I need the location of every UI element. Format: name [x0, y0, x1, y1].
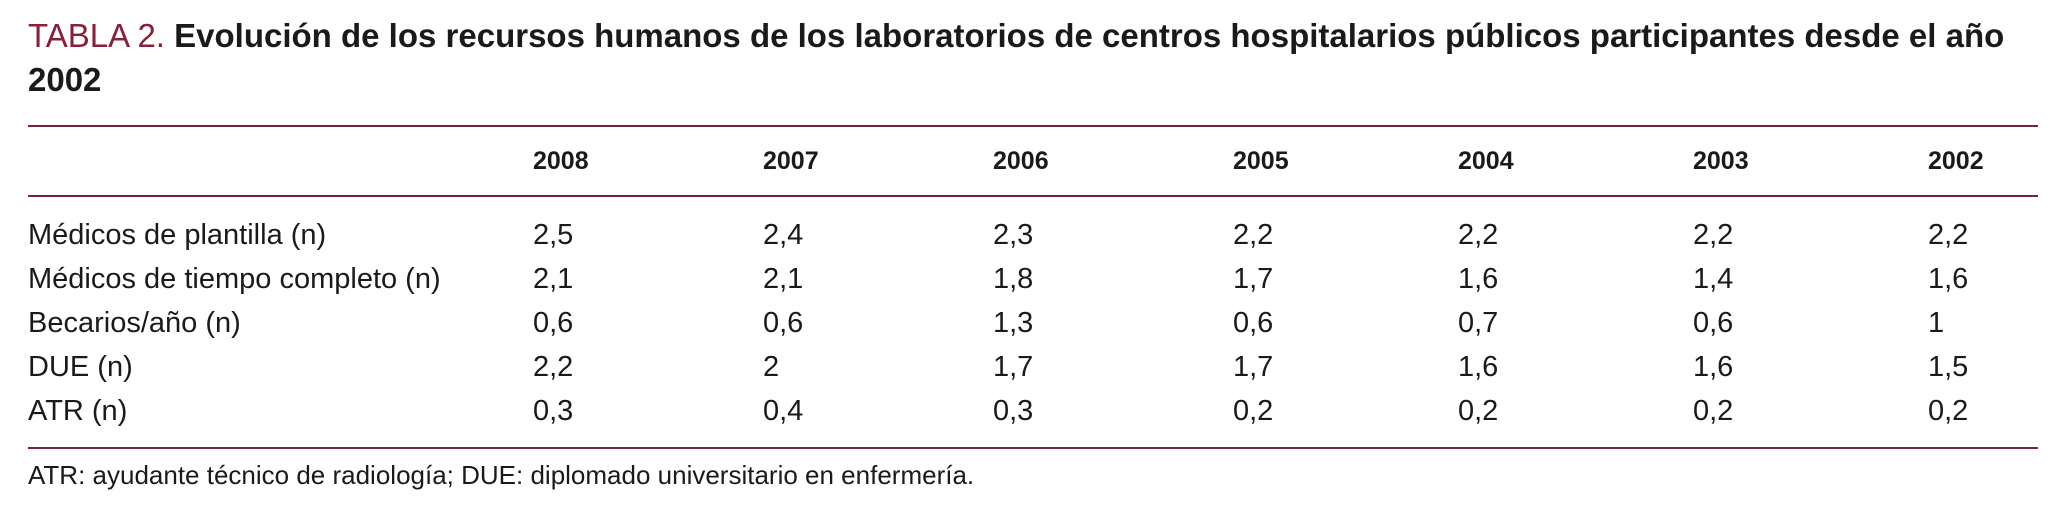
table-caption: Evolución de los recursos humanos de los… — [28, 17, 2005, 98]
top-rule — [28, 125, 2038, 127]
row-label: Médicos de tiempo completo (n) — [28, 262, 441, 295]
table-footnote: ATR: ayudante técnico de radiología; DUE… — [28, 460, 975, 490]
spacer-row — [28, 195, 2038, 213]
table-cell: 0,2 — [1693, 394, 1734, 427]
row-label: Médicos de plantilla (n) — [28, 218, 327, 251]
table-cell: 2,2 — [1458, 218, 1499, 251]
table-row: DUE (n) 2,2 2 1,7 1,7 1,6 1,6 1,5 — [28, 345, 2038, 389]
table-row: Médicos de plantilla (n) 2,5 2,4 2,3 2,2… — [28, 213, 2038, 257]
header-year: 2004 — [1458, 146, 1514, 175]
header-year: 2008 — [533, 146, 589, 175]
header-row: 2008 2007 2006 2005 2004 2003 2002 — [28, 127, 2038, 195]
table-cell: 1,6 — [1458, 350, 1499, 383]
header-year: 2007 — [763, 146, 819, 175]
table-cell: 0,2 — [1458, 394, 1499, 427]
table-cell: 2,1 — [533, 262, 574, 295]
header-year: 2005 — [1233, 146, 1289, 175]
table-cell: 2,4 — [763, 218, 804, 251]
bottom-rule — [28, 447, 2038, 449]
table-cell: 1,5 — [1928, 350, 1969, 383]
table-cell: 1,3 — [993, 306, 1034, 339]
table-cell: 1,8 — [993, 262, 1034, 295]
table-cell: 0,2 — [1233, 394, 1274, 427]
header-year: 2003 — [1693, 146, 1749, 175]
row-label: Becarios/año (n) — [28, 306, 241, 339]
table-number: TABLA 2. — [28, 17, 165, 54]
header-label-cell — [28, 127, 533, 195]
table-cell: 0,3 — [533, 394, 574, 427]
table-cell: 1,6 — [1928, 262, 1969, 295]
table-cell: 2,2 — [1928, 218, 1969, 251]
table-cell: 1 — [1928, 306, 1945, 339]
table-cell: 2,2 — [1693, 218, 1734, 251]
table-cell: 1,7 — [1233, 350, 1274, 383]
table-cell: 0,4 — [763, 394, 804, 427]
table-cell: 2,2 — [533, 350, 574, 383]
table-cell: 2,2 — [1233, 218, 1274, 251]
table-cell: 1,6 — [1693, 350, 1734, 383]
table-cell: 0,6 — [763, 306, 804, 339]
table-cell: 1,7 — [1233, 262, 1274, 295]
header-year: 2006 — [993, 146, 1049, 175]
header-year: 2002 — [1928, 146, 1984, 175]
table-cell: 2,5 — [533, 218, 574, 251]
table-cell: 1,7 — [993, 350, 1034, 383]
table-row: ATR (n) 0,3 0,4 0,3 0,2 0,2 0,2 0,2 — [28, 389, 2038, 433]
row-label: DUE (n) — [28, 350, 133, 383]
data-table: 2008 2007 2006 2005 2004 2003 2002 Médic… — [28, 127, 2038, 433]
table-row: Médicos de tiempo completo (n) 2,1 2,1 1… — [28, 257, 2038, 301]
table-cell: 1,6 — [1458, 262, 1499, 295]
table-cell: 1,4 — [1693, 262, 1734, 295]
table-cell: 0,2 — [1928, 394, 1969, 427]
table-cell: 2,1 — [763, 262, 804, 295]
header-rule — [28, 195, 2038, 197]
table-cell: 0,6 — [1233, 306, 1274, 339]
table-cell: 0,7 — [1458, 306, 1499, 339]
table-cell: 0,6 — [1693, 306, 1734, 339]
row-label: ATR (n) — [28, 394, 128, 427]
table-cell: 2,3 — [993, 218, 1034, 251]
table-cell: 0,6 — [533, 306, 574, 339]
table-title: TABLA 2. Evolución de los recursos human… — [28, 14, 2038, 102]
table-row: Becarios/año (n) 0,6 0,6 1,3 0,6 0,7 0,6… — [28, 301, 2038, 345]
table-cell: 0,3 — [993, 394, 1034, 427]
table-cell: 2 — [763, 350, 780, 383]
